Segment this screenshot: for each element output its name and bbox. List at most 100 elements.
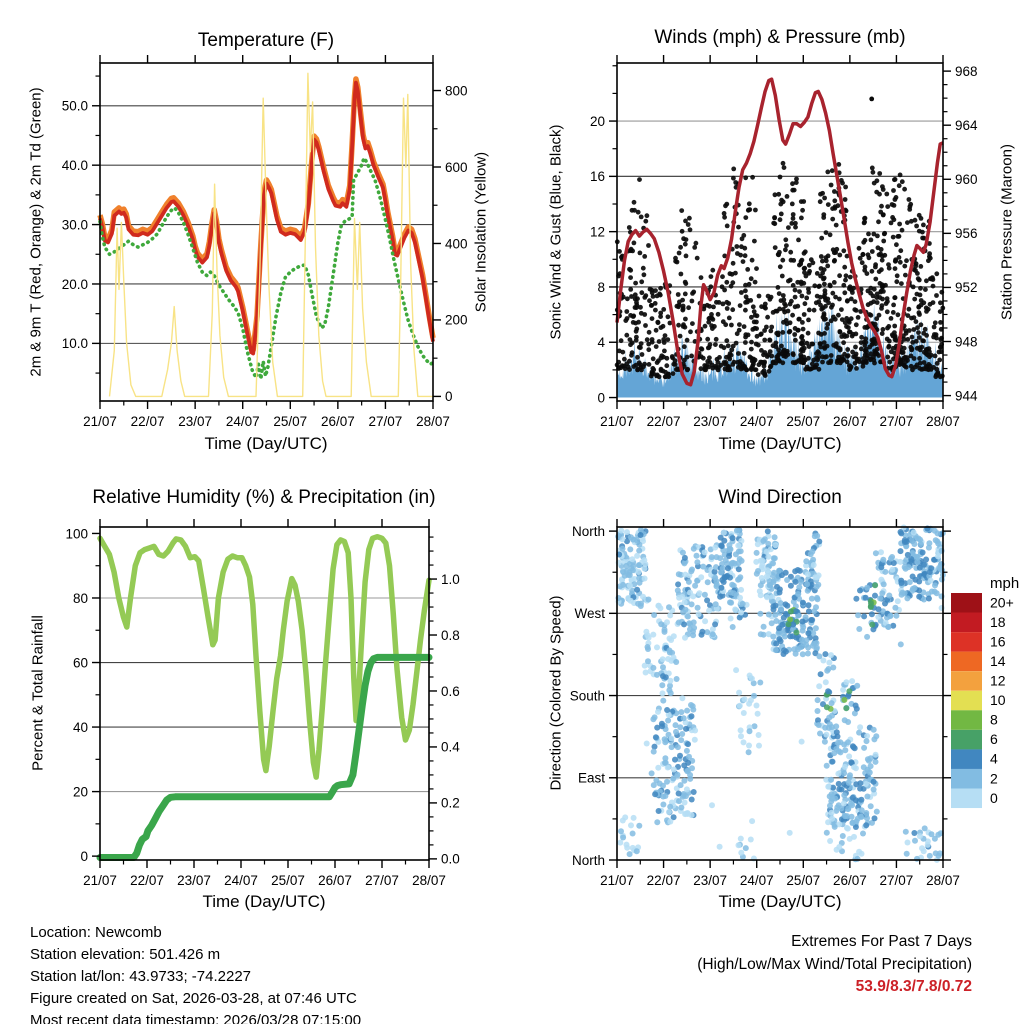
- svg-text:North: North: [572, 524, 605, 539]
- svg-text:0: 0: [80, 849, 88, 864]
- svg-text:8: 8: [990, 712, 998, 728]
- svg-text:26/07: 26/07: [833, 414, 867, 429]
- svg-text:968: 968: [955, 64, 978, 79]
- panel-winddir: 21/07 22/07 23/07 24/07 25/07 26/07 27/07 28/07…: [570, 519, 1019, 888]
- panel-title-winds: Winds (mph) & Pressure (mb): [654, 27, 906, 48]
- wind-speed-legend: mph 20+ 18 16 14 12 10 8 6 4 2 0: [951, 575, 1019, 809]
- svg-text:21/07: 21/07: [83, 414, 117, 429]
- svg-text:22/07: 22/07: [647, 414, 681, 429]
- svg-text:26/07: 26/07: [833, 873, 867, 888]
- svg-text:400: 400: [445, 236, 468, 251]
- svg-text:0: 0: [990, 790, 998, 806]
- series-station-pressure: [615, 77, 944, 387]
- svg-text:40.0: 40.0: [62, 158, 88, 173]
- svg-text:22/07: 22/07: [647, 873, 681, 888]
- yaxis-label-humidity-left: Percent & Total Rainfall: [29, 615, 47, 771]
- svg-text:20+: 20+: [990, 594, 1014, 610]
- svg-text:21/07: 21/07: [600, 873, 634, 888]
- svg-text:24/07: 24/07: [226, 414, 260, 429]
- svg-text:10.0: 10.0: [62, 336, 88, 351]
- svg-text:28/07: 28/07: [416, 414, 450, 429]
- svg-text:952: 952: [955, 280, 978, 295]
- svg-text:24/07: 24/07: [740, 414, 774, 429]
- yaxis-label-temperature-right: Solar Insolation (Yellow): [472, 151, 490, 313]
- svg-text:20: 20: [73, 784, 88, 799]
- extremes-subtitle: (High/Low/Max Wind/Total Precipitation): [697, 955, 972, 973]
- svg-text:6: 6: [990, 731, 998, 747]
- svg-text:25/07: 25/07: [786, 414, 820, 429]
- svg-text:80: 80: [73, 591, 88, 606]
- series-td-2m: [98, 156, 435, 381]
- svg-text:27/07: 27/07: [365, 873, 399, 888]
- svg-text:25/07: 25/07: [271, 873, 305, 888]
- svg-text:25/07: 25/07: [786, 873, 820, 888]
- svg-text:60: 60: [73, 655, 88, 670]
- svg-text:26/07: 26/07: [318, 873, 352, 888]
- svg-text:23/07: 23/07: [693, 873, 727, 888]
- svg-text:East: East: [578, 771, 605, 786]
- recent-timestamp: Most recent data timestamp: 2026/03/28 0…: [30, 1012, 362, 1024]
- svg-text:27/07: 27/07: [880, 873, 914, 888]
- svg-text:West: West: [574, 606, 605, 621]
- extremes-values: 53.9/8.3/7.8/0.72: [855, 978, 972, 995]
- xaxis-label-winds: Time (Day/UTC): [718, 434, 842, 453]
- svg-text:mph: mph: [990, 575, 1019, 592]
- svg-text:0: 0: [445, 389, 453, 404]
- panel-winds: 21/07 22/07 23/07 24/07 25/07 26/07 27/07 28/07…: [590, 55, 978, 429]
- svg-text:0.2: 0.2: [441, 796, 460, 811]
- svg-text:4: 4: [990, 751, 998, 767]
- svg-text:22/07: 22/07: [130, 873, 164, 888]
- yaxis-label-winds-right: Station Pressure (Maroon): [998, 144, 1016, 320]
- svg-text:14: 14: [990, 653, 1006, 669]
- yaxis-label-temperature-left: 2m & 9m T (Red, Orange) & 2m Td (Green): [27, 87, 45, 377]
- svg-text:27/07: 27/07: [369, 414, 403, 429]
- svg-text:23/07: 23/07: [177, 873, 211, 888]
- panel-title-winddir: Wind Direction: [718, 487, 842, 508]
- svg-text:1.0: 1.0: [441, 572, 460, 587]
- svg-text:21/07: 21/07: [83, 873, 117, 888]
- panel-title-temperature: Temperature (F): [197, 30, 335, 51]
- station-info-block: Location: Newcomb Station elevation: 501…: [30, 922, 361, 1024]
- svg-text:24/07: 24/07: [740, 873, 774, 888]
- extremes-block: Extremes For Past 7 Days (High/Low/Max W…: [697, 931, 972, 999]
- svg-text:28/07: 28/07: [412, 873, 446, 888]
- svg-text:12: 12: [990, 673, 1006, 689]
- xaxis-label-humidity: Time (Day/UTC): [202, 892, 326, 911]
- svg-text:948: 948: [955, 334, 978, 349]
- svg-text:18: 18: [990, 614, 1006, 630]
- svg-text:200: 200: [445, 313, 468, 328]
- svg-text:12: 12: [590, 224, 605, 239]
- series-t-2m: [98, 80, 435, 356]
- svg-text:23/07: 23/07: [693, 414, 727, 429]
- svg-text:4: 4: [597, 335, 605, 350]
- svg-text:0.8: 0.8: [441, 628, 460, 643]
- svg-text:North: North: [572, 853, 605, 868]
- svg-text:20: 20: [590, 114, 605, 129]
- svg-text:956: 956: [955, 226, 978, 241]
- panel-title-humidity: Relative Humidity (%) & Precipitation (i…: [92, 487, 436, 508]
- svg-text:40: 40: [73, 720, 88, 735]
- svg-text:964: 964: [955, 118, 978, 133]
- figure-created: Figure created on Sat, 2026-03-28, at 07…: [30, 990, 357, 1007]
- svg-text:25/07: 25/07: [273, 414, 307, 429]
- series-total-rainfall: [96, 653, 433, 861]
- yaxis-label-winddir-left: Direction (Colored By Speed): [547, 595, 565, 791]
- xaxis-label-temperature: Time (Day/UTC): [204, 434, 328, 453]
- svg-text:16: 16: [990, 633, 1006, 649]
- svg-text:100: 100: [65, 526, 88, 541]
- station-elevation: Station elevation: 501.426 m: [30, 946, 221, 963]
- svg-text:50.0: 50.0: [62, 99, 88, 114]
- station-location: Location: Newcomb: [30, 924, 162, 941]
- svg-text:27/07: 27/07: [880, 414, 914, 429]
- series-wind-gusts: [614, 96, 946, 380]
- panel-humidity: 21/07 22/07 23/07 24/07 25/07 26/07 27/07 28/07…: [65, 519, 460, 888]
- svg-text:800: 800: [445, 83, 468, 98]
- svg-text:944: 944: [955, 388, 978, 403]
- series-solar-insolation: [108, 72, 433, 398]
- svg-text:8: 8: [597, 280, 605, 295]
- svg-text:21/07: 21/07: [600, 414, 634, 429]
- svg-text:0.0: 0.0: [441, 852, 460, 867]
- svg-text:0.6: 0.6: [441, 684, 460, 699]
- svg-text:26/07: 26/07: [321, 414, 355, 429]
